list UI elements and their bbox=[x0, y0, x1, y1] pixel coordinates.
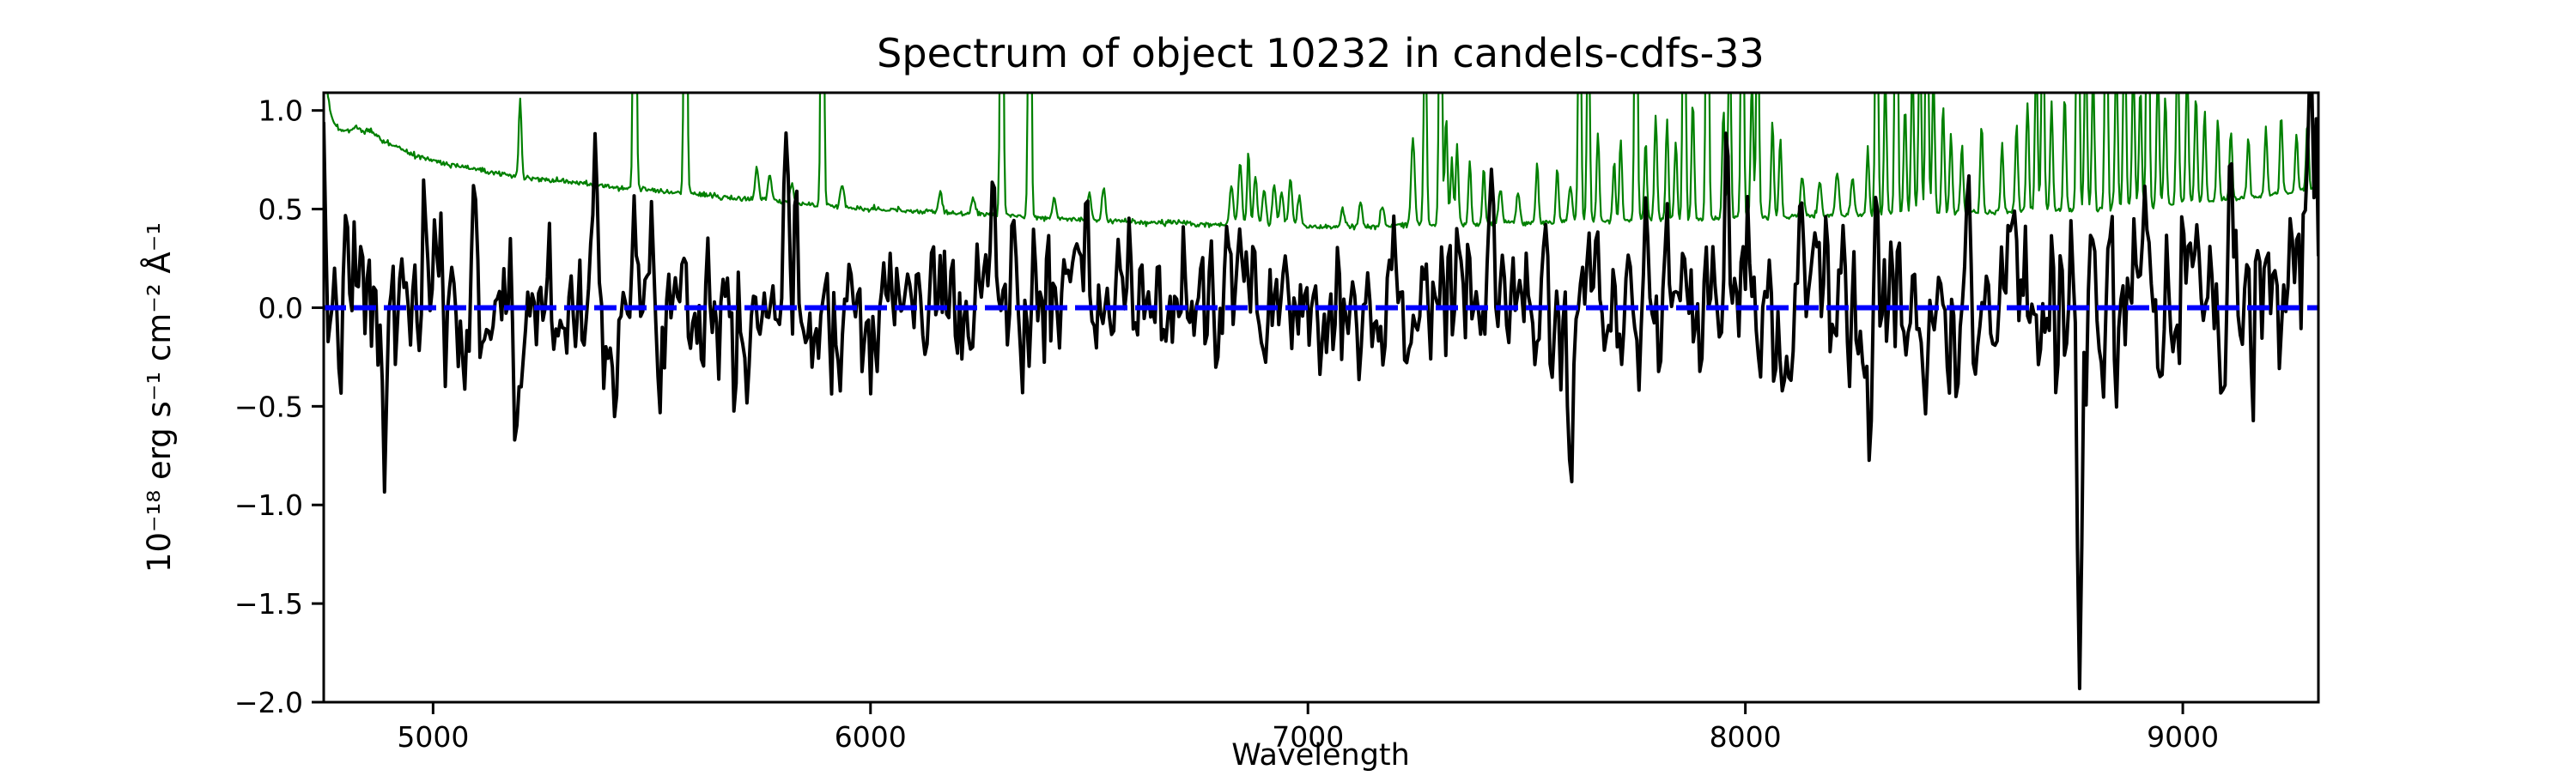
x-axis-label: Wavelength bbox=[1231, 738, 1410, 773]
observed-flux-line bbox=[324, 93, 2318, 691]
x-tick-label: 9000 bbox=[2147, 720, 2219, 754]
chart-title: Spectrum of object 10232 in candels-cdfs… bbox=[877, 30, 1765, 76]
y-tick-label: 0.0 bbox=[258, 291, 303, 324]
axes-box bbox=[322, 91, 2320, 704]
y-axis-label: 10⁻¹⁸ erg s⁻¹ cm⁻² Å⁻¹ bbox=[140, 222, 178, 573]
y-tick-label: −0.5 bbox=[234, 390, 303, 423]
sky-noise-line bbox=[326, 93, 2318, 231]
y-tick-label: 0.5 bbox=[258, 193, 303, 227]
y-tick-label: −2.0 bbox=[234, 686, 303, 719]
x-tick-label: 5000 bbox=[397, 720, 469, 754]
x-tick-label: 6000 bbox=[835, 720, 907, 754]
x-axis-ticks: 5000 6000 7000 8000 9000 bbox=[397, 702, 2219, 754]
y-tick-label: −1.5 bbox=[234, 587, 303, 621]
x-tick-label: 8000 bbox=[1710, 720, 1782, 754]
y-axis-ticks: 1.0 0.5 0.0 −0.5 −1.0 −1.5 −2.0 bbox=[234, 94, 324, 719]
y-tick-label: 1.0 bbox=[258, 94, 303, 128]
series-group bbox=[324, 93, 2318, 691]
y-tick-label: −1.0 bbox=[234, 488, 303, 522]
x-tick-label: 7000 bbox=[1272, 720, 1344, 754]
